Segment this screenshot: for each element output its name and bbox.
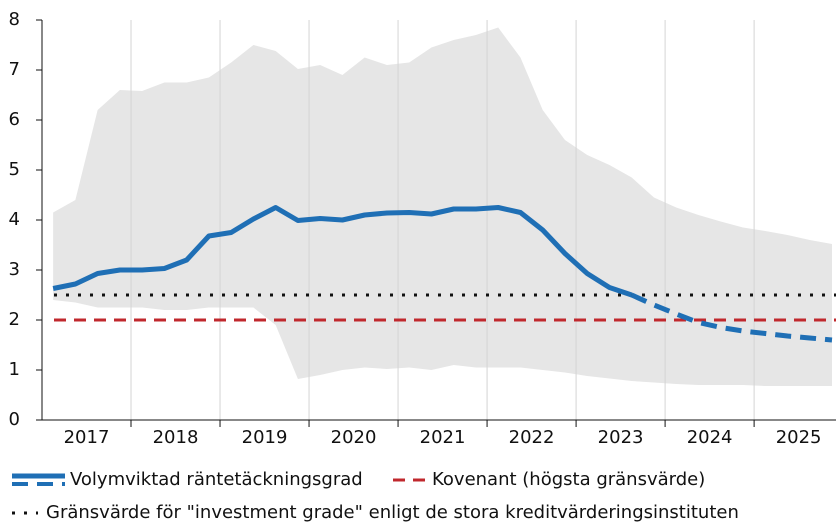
x-tick-label: 2025 [776, 427, 822, 448]
y-tick-label: 8 [9, 9, 20, 30]
legend-label: Kovenant (högsta gränsvärde) [432, 469, 705, 490]
range-band [53, 27, 832, 386]
legend-label: Volymviktad räntetäckningsgrad [70, 469, 363, 490]
y-tick-label: 2 [9, 309, 20, 330]
y-tick-label: 3 [9, 259, 20, 280]
x-tick-label: 2019 [242, 427, 288, 448]
x-tick-label: 2021 [420, 427, 466, 448]
y-tick-label: 1 [9, 359, 20, 380]
y-tick-label: 4 [9, 209, 20, 230]
y-tick-label: 7 [9, 59, 20, 80]
x-tick-label: 2024 [687, 427, 733, 448]
forecast-line [630, 292, 833, 343]
x-tick-label: 2023 [598, 427, 644, 448]
y-tick-label: 0 [9, 409, 20, 430]
x-tick-label: 2020 [331, 427, 377, 448]
x-tick-label: 2018 [153, 427, 199, 448]
x-tick-label: 2022 [509, 427, 555, 448]
x-tick-label: 2017 [64, 427, 110, 448]
y-tick-label: 6 [9, 109, 20, 130]
data-line [52, 205, 633, 298]
legend-label: Gränsvärde för "investment grade" enligt… [46, 502, 739, 523]
y-tick-label: 5 [9, 159, 20, 180]
